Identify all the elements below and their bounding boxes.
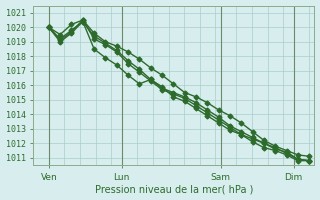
X-axis label: Pression niveau de la mer( hPa ): Pression niveau de la mer( hPa ) [95,184,253,194]
